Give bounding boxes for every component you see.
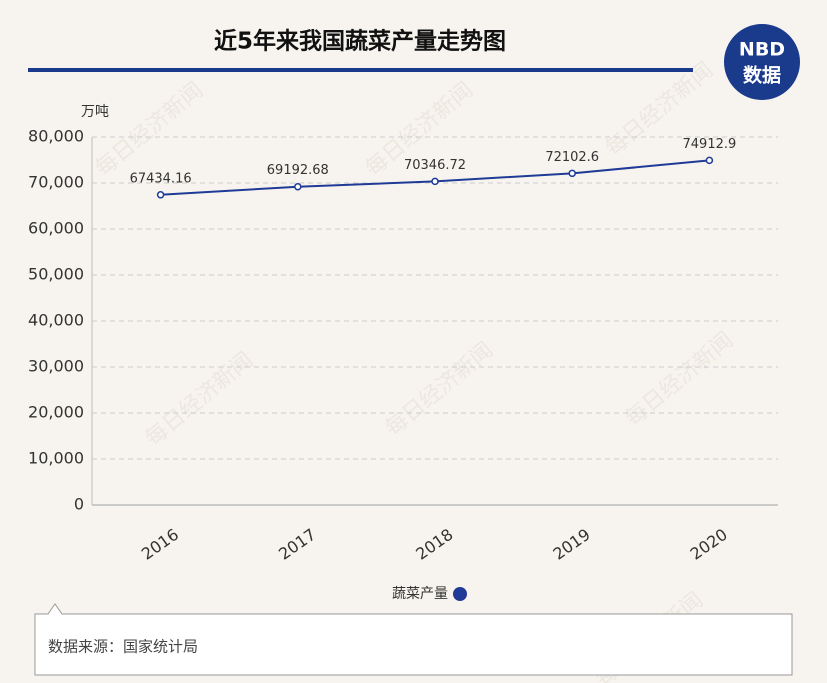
source-box — [34, 603, 793, 676]
logo-text: NBD — [739, 39, 785, 61]
x-tick-label: 2016 — [138, 525, 182, 564]
y-tick-label: 60,000 — [28, 219, 84, 238]
y-tick-label: 70,000 — [28, 173, 84, 192]
watermark: 每日经济新闻 — [381, 338, 498, 442]
y-tick-label: 0 — [74, 495, 84, 514]
y-tick-label: 40,000 — [28, 311, 84, 330]
watermark: 每日经济新闻 — [621, 328, 738, 432]
y-tick-label: 30,000 — [28, 357, 84, 376]
watermark: 每日经济新闻 — [91, 78, 208, 182]
point — [294, 182, 302, 191]
point — [568, 169, 576, 178]
data-label: 70346.72 — [404, 158, 466, 173]
data-label: 72102.6 — [545, 150, 599, 165]
logo-text: 数据 — [743, 64, 781, 87]
data-label: 74912.9 — [683, 137, 737, 152]
watermark: 每日经济新闻 — [141, 348, 258, 452]
point — [431, 177, 439, 186]
logo-badge — [724, 24, 800, 100]
y-tick-label: 10,000 — [28, 449, 84, 468]
y-tick-label: 80,000 — [28, 127, 84, 146]
x-tick-label: 2018 — [412, 525, 456, 564]
legend-label: 蔬菜产量 — [392, 586, 448, 602]
title-underline — [28, 68, 693, 72]
x-tick-label: 2019 — [550, 525, 594, 564]
point — [705, 156, 714, 165]
source-note: 数据来源：国家统计局 — [48, 638, 198, 656]
point — [156, 191, 165, 199]
y-axis-label: 万吨 — [81, 104, 109, 120]
data-label: 67434.16 — [130, 171, 192, 186]
chart-title: 近5年来我国蔬菜产量走势图 — [214, 28, 506, 55]
y-tick-label: 20,000 — [28, 403, 84, 422]
data-label: 69192.68 — [267, 163, 329, 178]
legend-swatch — [453, 587, 467, 601]
x-tick-label: 2017 — [275, 525, 319, 564]
y-tick-label: 50,000 — [28, 265, 84, 284]
x-tick-label: 2020 — [687, 525, 731, 564]
